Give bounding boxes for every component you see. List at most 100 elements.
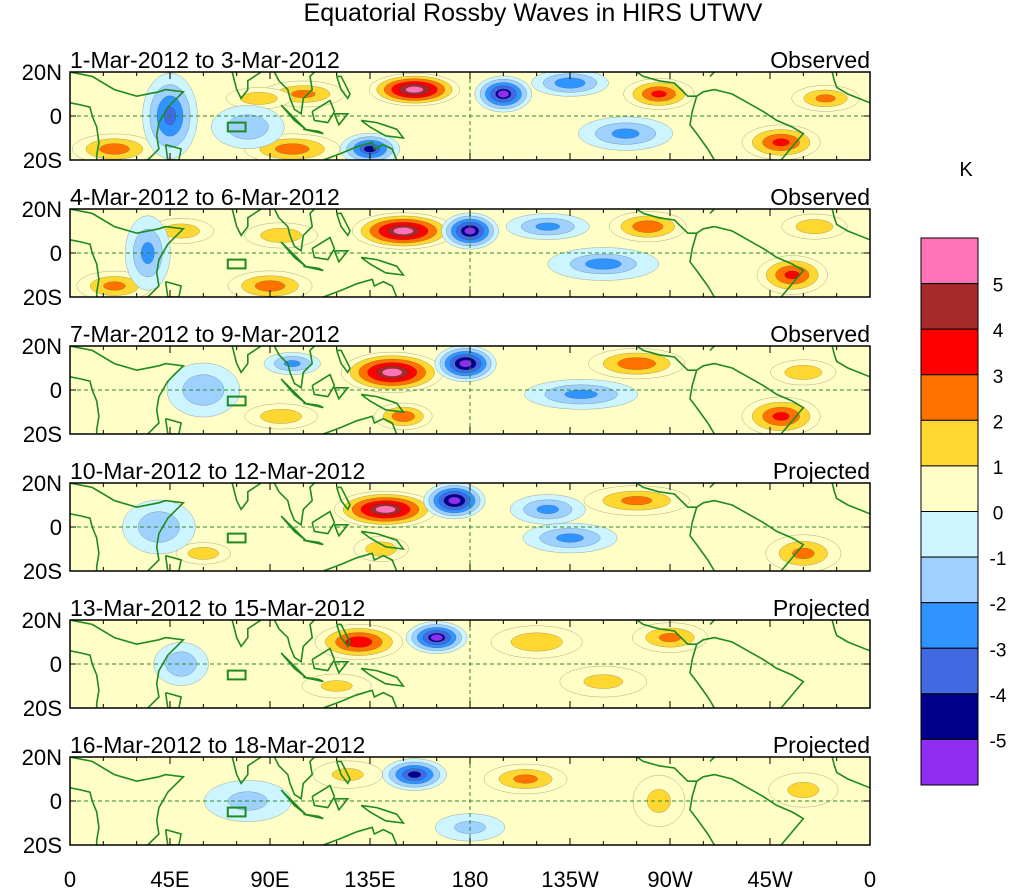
anomaly-contour	[345, 636, 373, 648]
y-tick-label: 20N	[22, 471, 62, 496]
coastline	[689, 643, 716, 708]
coastline	[831, 757, 870, 789]
island-outline	[226, 532, 247, 544]
anomaly-contour	[784, 365, 823, 380]
anomaly-contour	[375, 505, 396, 514]
coastline	[831, 72, 870, 104]
coastline	[231, 209, 262, 237]
y-tick-label: 0	[50, 789, 62, 814]
anomaly-contour	[407, 771, 422, 778]
anomaly-contour	[103, 281, 126, 291]
y-tick-label: 20N	[22, 334, 62, 359]
colorbar-swatch	[920, 602, 979, 649]
anomaly-contour	[787, 782, 820, 798]
colorbar-swatch	[920, 465, 979, 512]
coastline	[674, 483, 716, 488]
x-tick-label: 135W	[541, 867, 599, 890]
panel-2: 4-Mar-2012 to 6-Mar-2012 Observed 20N 0 20S	[22, 184, 871, 310]
anomaly-contour	[621, 496, 653, 506]
anomaly-contour	[260, 228, 302, 243]
y-tick-label: 20S	[23, 559, 62, 584]
coastline	[636, 346, 805, 434]
colorbar-swatch	[920, 511, 979, 558]
chart-title: Equatorial Rossby Waves in HIRS UTWV	[304, 0, 763, 27]
coastline	[636, 72, 805, 160]
anomaly-contour	[795, 219, 834, 234]
colorbar-label: -5	[990, 731, 1007, 752]
y-tick-label: 0	[50, 378, 62, 403]
coastline	[70, 483, 186, 571]
panel-map-content	[70, 209, 870, 297]
anomaly-contour	[815, 94, 836, 103]
panel-period-label: 7-Mar-2012 to 9-Mar-2012	[70, 321, 340, 347]
coastline	[280, 241, 307, 267]
coastline	[70, 376, 100, 434]
anomaly-contour	[611, 128, 640, 139]
colorbar-label: -4	[990, 686, 1007, 707]
y-tick-label: 0	[50, 241, 62, 266]
coastline	[674, 346, 716, 351]
island-outline	[226, 258, 247, 270]
coastline	[335, 623, 351, 648]
anomaly-contour	[772, 138, 790, 147]
coastline	[335, 212, 351, 237]
coastline	[831, 209, 870, 241]
y-tick-label: 20S	[23, 696, 62, 721]
coastline	[360, 804, 406, 825]
coastline	[273, 209, 315, 253]
anomaly-contour	[510, 632, 563, 652]
anomaly-contour	[583, 674, 624, 689]
coastline	[164, 554, 183, 571]
x-axis: 0 45E 90E 135E 180 135W 90W 45W 0	[64, 867, 876, 890]
x-tick-label: 135E	[344, 867, 395, 890]
x-tick-label: 90W	[647, 867, 692, 890]
coastline	[164, 828, 183, 845]
panel-map: 20N 0 20S	[22, 471, 871, 584]
panel-map: 20N 0 20S	[22, 334, 871, 447]
colorbar-swatch	[920, 328, 979, 376]
coastline	[360, 119, 406, 140]
coastline	[311, 236, 336, 261]
colorbar-label: 1	[993, 458, 1004, 479]
anomaly-contour	[275, 143, 310, 155]
coastline	[323, 689, 398, 708]
coastline	[689, 369, 716, 434]
island-outline	[226, 121, 247, 133]
colorbar-swatch	[920, 693, 979, 740]
anomaly-contour	[564, 389, 598, 399]
coastline	[231, 72, 262, 100]
x-tick-label: 90E	[250, 867, 289, 890]
anomaly-contour	[459, 359, 472, 368]
panel-map: 20N 0 20S	[22, 197, 871, 310]
colorbar-label: -3	[990, 640, 1007, 661]
y-tick-label: 0	[50, 515, 62, 540]
anomaly-contour	[254, 280, 286, 292]
anomaly-contour	[617, 357, 656, 370]
anomaly-contour	[585, 258, 622, 270]
colorbar-label: 0	[993, 504, 1004, 525]
coastline	[636, 757, 805, 845]
coastline	[333, 387, 350, 401]
anomaly-contour	[651, 90, 667, 98]
coastline	[335, 349, 351, 374]
coastline	[231, 483, 262, 511]
colorbar-swatch	[920, 556, 979, 604]
coastline	[360, 393, 406, 414]
y-tick-label: 20N	[22, 60, 62, 85]
y-tick-label: 20S	[23, 833, 62, 858]
coastline	[280, 378, 307, 404]
panel-status-label: Projected	[773, 458, 870, 484]
coastline	[303, 676, 324, 683]
colorbar-swatch	[920, 283, 979, 330]
colorbar-label: 3	[993, 367, 1004, 388]
panel-status-label: Observed	[770, 184, 870, 210]
y-tick-label: 20N	[22, 608, 62, 633]
anomaly-contour	[536, 504, 559, 514]
panel-period-label: 16-Mar-2012 to 18-Mar-2012	[70, 732, 365, 758]
island-outline	[226, 806, 247, 818]
coastline	[333, 113, 350, 127]
panel-period-label: 10-Mar-2012 to 12-Mar-2012	[70, 458, 365, 484]
coastline	[70, 209, 186, 297]
coastline	[70, 72, 186, 160]
